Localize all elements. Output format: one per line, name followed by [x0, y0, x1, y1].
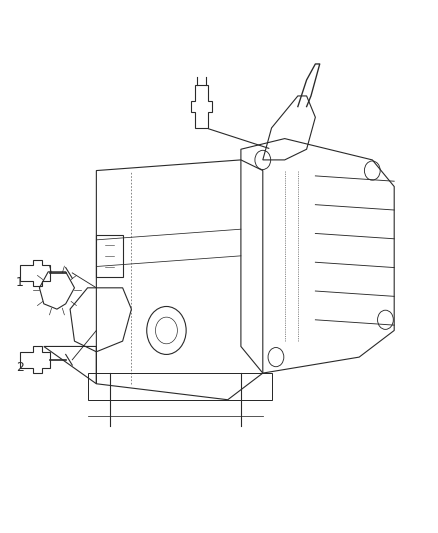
Text: 1: 1 [16, 276, 24, 289]
Text: 2: 2 [16, 361, 24, 374]
